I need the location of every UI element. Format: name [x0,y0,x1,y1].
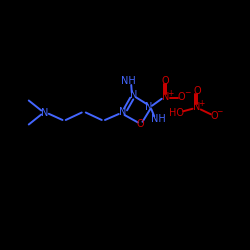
Text: NH: NH [152,114,166,124]
Text: N: N [193,102,201,113]
Text: −: − [216,107,222,116]
Text: +: + [198,98,205,108]
Text: O: O [210,111,218,121]
Text: HO: HO [169,108,184,118]
Text: −: − [184,88,190,98]
Text: O: O [193,86,201,96]
Text: N: N [119,107,126,117]
Text: O: O [178,92,186,102]
Text: O: O [162,76,169,86]
Text: N: N [162,92,169,102]
Text: N: N [130,90,138,101]
Text: N: N [145,102,152,112]
Text: +: + [167,88,173,98]
Text: O: O [136,119,144,129]
Text: N: N [41,108,49,118]
Text: NH: NH [122,76,136,86]
